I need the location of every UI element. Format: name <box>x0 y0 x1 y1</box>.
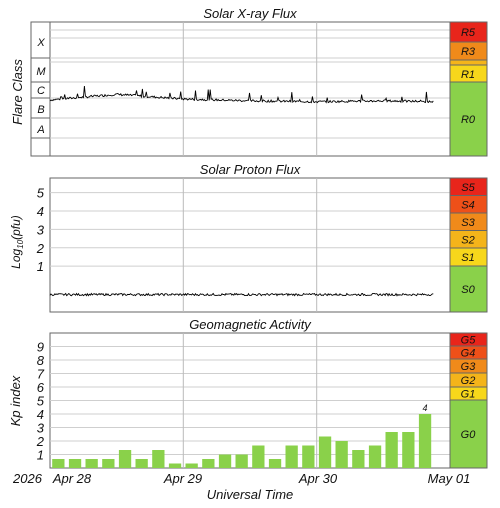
xray-title: Solar X-ray Flux <box>203 6 297 21</box>
kp-bar <box>418 414 432 468</box>
x-axis-title: Universal Time <box>207 487 294 502</box>
kp-bar <box>268 459 282 468</box>
x-tick-apr30: Apr 30 <box>298 471 338 486</box>
kp-tick-4: 4 <box>37 407 44 422</box>
kp-tick-1: 1 <box>37 448 44 463</box>
kp-tick-3: 3 <box>37 421 45 436</box>
xray-scale-label-r5: R5 <box>461 27 476 39</box>
kp-bar <box>252 445 265 468</box>
proton-scale-column: S5 S4 S3 S2 S1 S0 <box>449 177 488 313</box>
kp-bar <box>402 432 415 468</box>
kp-bars <box>52 414 432 468</box>
geo-title: Geomagnetic Activity <box>189 317 312 332</box>
xray-scale-label-r0: R0 <box>461 114 476 126</box>
kp-bar <box>368 445 382 468</box>
kp-last-value-label: 4 <box>422 403 427 413</box>
kp-bar <box>202 459 215 468</box>
kp-bar <box>85 459 98 468</box>
proton-scale-label-s4: S4 <box>461 199 474 211</box>
geo-scale-g0 <box>449 399 488 469</box>
geo-gridlines <box>50 333 450 468</box>
kp-bar <box>68 459 82 468</box>
proton-flux-line <box>49 292 434 297</box>
kp-tick-7: 7 <box>37 367 45 382</box>
xray-scale-label-r1: R1 <box>461 69 475 81</box>
geo-scale-label-g4: G4 <box>461 348 476 360</box>
proton-tick-labels: 5 4 3 2 1 <box>36 186 45 274</box>
proton-scale-s0 <box>449 265 488 313</box>
geo-scale-label-g3: G3 <box>461 361 477 373</box>
xray-flux-line <box>49 85 434 104</box>
proton-flux-fill <box>49 293 434 318</box>
kp-tick-6: 6 <box>37 380 45 395</box>
proton-tick-4: 4 <box>37 204 44 219</box>
class-label-x: X <box>36 37 45 49</box>
proton-scale-label-s3: S3 <box>461 217 475 229</box>
proton-tick-3: 3 <box>37 222 45 237</box>
kp-bar <box>235 454 248 468</box>
kp-bar <box>335 441 348 468</box>
xray-flux-fill <box>49 86 434 131</box>
geo-scale-label-g1: G1 <box>461 389 476 401</box>
proton-scale-label-s1: S1 <box>461 252 474 264</box>
class-label-a: A <box>36 124 44 136</box>
kp-bar <box>302 445 315 468</box>
class-label-c: C <box>37 85 45 97</box>
proton-scale-label-s2: S2 <box>461 234 474 246</box>
kp-bar <box>218 454 232 468</box>
proton-plot-area <box>49 177 451 313</box>
proton-scale-label-s0: S0 <box>461 284 475 296</box>
geo-scale-label-g0: G0 <box>461 429 477 441</box>
proton-title: Solar Proton Flux <box>200 162 301 177</box>
kp-bar <box>385 432 398 468</box>
xray-scale-r0 <box>449 81 488 157</box>
kp-bar <box>52 459 65 468</box>
proton-tick-2: 2 <box>36 241 45 256</box>
proton-tick-1: 1 <box>37 259 44 274</box>
proton-tick-5: 5 <box>37 186 45 201</box>
x-tick-apr29: Apr 29 <box>163 471 202 486</box>
kp-bar <box>168 463 182 468</box>
xray-class-column: X M C B A <box>30 21 51 157</box>
kp-bar <box>185 463 198 468</box>
kp-bar <box>285 445 298 468</box>
x-axis-year: 2026 <box>12 471 43 486</box>
geo-scale-label-g5: G5 <box>461 335 477 347</box>
xray-scale-label-r3: R3 <box>461 46 476 58</box>
kp-tick-5: 5 <box>37 394 45 409</box>
kp-tick-8: 8 <box>37 353 45 368</box>
class-label-b: B <box>37 104 44 116</box>
x-tick-apr28: Apr 28 <box>52 471 92 486</box>
x-tick-may01: May 01 <box>428 471 471 486</box>
kp-bar <box>352 450 365 468</box>
proton-gridlines <box>50 178 450 312</box>
kp-tick-9: 9 <box>37 340 44 355</box>
class-label-m: M <box>36 66 46 78</box>
xray-ylabel: Flare Class <box>10 59 25 125</box>
xray-scale-column: R5 R3 R1 R0 <box>449 21 488 157</box>
proton-scale-label-s5: S5 <box>461 182 475 194</box>
xray-plot-area <box>49 21 451 157</box>
geo-ylabel: Kp index <box>8 375 23 426</box>
geo-scale-label-g2: G2 <box>461 375 476 387</box>
kp-bar <box>152 450 165 468</box>
kp-bar <box>318 436 332 468</box>
proton-ylabel: Log10(pfu) <box>9 215 25 269</box>
kp-bar <box>102 459 115 468</box>
kp-bar <box>118 450 132 468</box>
kp-bar <box>135 459 148 468</box>
kp-tick-2: 2 <box>36 434 45 449</box>
